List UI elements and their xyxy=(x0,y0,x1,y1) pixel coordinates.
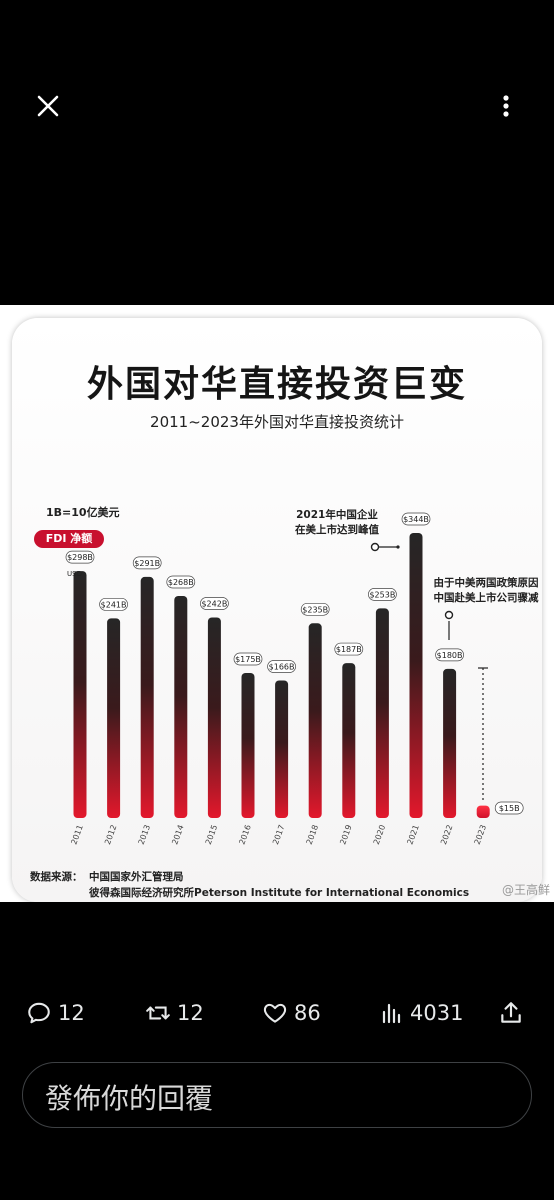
unit-note: 1B=10亿美元 xyxy=(46,506,120,519)
peak-dot xyxy=(396,545,400,549)
usd-label: USD xyxy=(67,570,82,578)
bar-2019 xyxy=(342,663,356,818)
value-pill-2013 xyxy=(132,556,162,570)
value-pill-2019 xyxy=(334,642,364,656)
bar-2018 xyxy=(308,623,322,818)
year-label-2014: 2014 xyxy=(170,824,185,846)
share-button[interactable] xyxy=(498,996,524,1030)
year-label-2011: 2011 xyxy=(69,824,84,846)
bar-2013 xyxy=(140,576,154,818)
value-label-2022: $180B xyxy=(437,651,463,660)
like-button[interactable]: 86 xyxy=(262,996,321,1030)
chart-subtitle: 2011~2023年外国对华直接投资统计 xyxy=(150,413,404,431)
value-label-2018: $235B xyxy=(302,605,328,614)
bar-chart: $298B $241B $291B $268B $242B $175B $166B $235B… xyxy=(65,512,524,846)
bar-2021 xyxy=(409,533,423,818)
bar-2012 xyxy=(107,618,121,818)
bar-2011 xyxy=(73,571,87,818)
reply-placeholder: 發佈你的回覆 xyxy=(45,1082,214,1115)
reply-button[interactable]: 12 xyxy=(26,996,85,1030)
year-label-2018: 2018 xyxy=(305,824,320,846)
value-label-2013: $291B xyxy=(134,559,160,568)
year-label-2017: 2017 xyxy=(271,824,286,846)
repost-icon xyxy=(146,1006,170,1020)
more-options-button[interactable] xyxy=(486,86,526,126)
chart-title: 外国对华直接投资巨变 xyxy=(86,364,467,405)
repost-count: 12 xyxy=(177,1001,204,1025)
post-actions: 12 12 86 4031 xyxy=(0,996,554,1030)
value-label-2011: $298B xyxy=(67,553,93,562)
reply-icon xyxy=(28,1002,50,1024)
value-label-2015: $242B xyxy=(201,600,227,609)
value-pill-2012 xyxy=(99,597,128,611)
value-label-2021: $344B xyxy=(403,515,429,524)
value-label-2016: $175B xyxy=(235,655,261,664)
post-image[interactable]: 外国对华直接投资巨变 2011~2023年外国对华直接投资统计 1B=10亿美元… xyxy=(0,305,554,902)
more-vertical-icon xyxy=(503,95,509,117)
drop-marker xyxy=(444,610,454,620)
share-icon xyxy=(501,1002,521,1023)
views-button[interactable]: 4031 xyxy=(380,996,463,1030)
bar-2016 xyxy=(241,673,255,818)
year-label-2021: 2021 xyxy=(405,824,420,846)
year-label-2015: 2015 xyxy=(204,824,219,846)
weibo-watermark: @王高鲜 xyxy=(502,883,551,897)
year-label-2016: 2016 xyxy=(237,824,252,846)
value-label-2014: $268B xyxy=(168,578,194,587)
bar-2022 xyxy=(443,668,457,818)
peak-annotation-line1: 2021年中国企业 xyxy=(296,509,378,521)
source-label: 数据来源： xyxy=(30,871,83,883)
peak-marker xyxy=(370,542,380,552)
heart-icon xyxy=(263,1003,287,1023)
peak-annotation-line2: 在美上市达到峰值 xyxy=(295,524,379,536)
value-pill-2020 xyxy=(368,588,397,601)
reply-count: 12 xyxy=(58,1001,85,1025)
repost-button[interactable]: 12 xyxy=(145,996,204,1030)
reply-input[interactable]: 發佈你的回覆 xyxy=(22,1062,532,1128)
drop-annotation-line1: 由于中美两国政策原因 xyxy=(433,577,539,589)
value-pill-2018 xyxy=(300,602,330,616)
value-pill-2017 xyxy=(267,660,296,673)
value-pill-2022 xyxy=(435,648,464,662)
close-icon xyxy=(37,95,59,117)
bar-2023 xyxy=(476,805,490,818)
value-label-2023: $15B xyxy=(499,804,520,813)
fdi-badge: FDI 净额 xyxy=(34,530,104,548)
drop-annotation: 由于中美两国政策原因 中国赴美上市公司骤减 xyxy=(422,576,550,606)
peak-annotation: 2021年中国企业 在美上市达到峰值 xyxy=(282,508,392,538)
bar-2017 xyxy=(275,680,289,818)
year-label-2019: 2019 xyxy=(338,824,353,846)
bar-2015 xyxy=(207,617,221,818)
value-pill-2016 xyxy=(233,652,263,666)
year-label-2012: 2012 xyxy=(103,824,118,846)
value-pill-2015 xyxy=(200,597,229,610)
bar-2020 xyxy=(375,608,389,818)
source-line-1: 中国国家外汇管理局 xyxy=(89,871,184,883)
value-pill-2014 xyxy=(166,575,196,589)
value-pill-2011 xyxy=(65,550,95,564)
source-line-2: 彼得森国际经济研究所Peterson Institute for Interna… xyxy=(89,887,470,899)
close-button[interactable] xyxy=(28,86,68,126)
views-count: 4031 xyxy=(410,1001,464,1025)
drop-annotation-line2: 中国赴美上市公司骤减 xyxy=(433,592,539,604)
year-label-2023: 2023 xyxy=(473,824,488,846)
value-label-2020: $253B xyxy=(369,590,395,599)
year-label-2022: 2022 xyxy=(439,824,454,846)
value-label-2012: $241B xyxy=(101,600,127,609)
year-label-2020: 2020 xyxy=(372,824,387,846)
value-pill-2021 xyxy=(401,512,431,526)
value-label-2019: $187B xyxy=(336,645,362,654)
year-label-2013: 2013 xyxy=(137,824,152,846)
like-count: 86 xyxy=(294,1001,321,1025)
bar-2014 xyxy=(174,595,188,818)
bar-chart-icon xyxy=(382,1003,401,1024)
value-pill-2023 xyxy=(494,801,524,815)
value-label-2017: $166B xyxy=(269,662,295,671)
